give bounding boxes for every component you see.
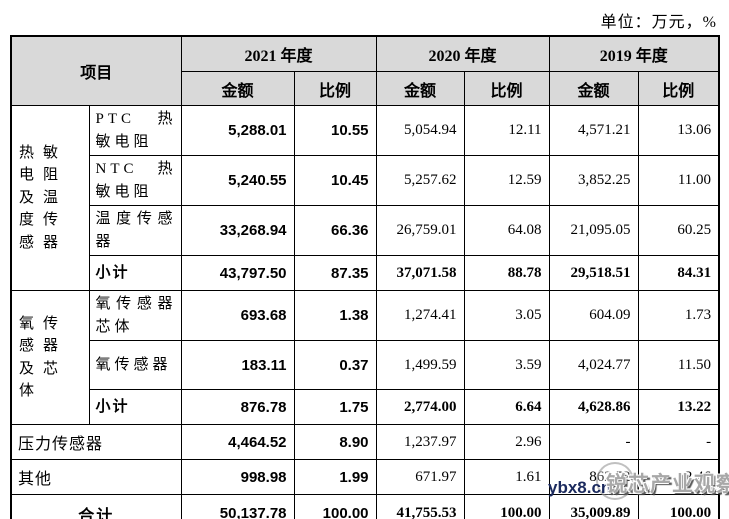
item-label: 其他 [10, 459, 182, 495]
table-row: 氧传感器及芯体 氧传感器芯体 693.68 1.38 1,274.41 3.05… [10, 290, 720, 425]
amount-2020: 671.97 [375, 459, 465, 495]
ratio-2020: 12.11 [463, 105, 550, 156]
amount-2021: 50,137.78 [180, 494, 295, 519]
table-row: NTC 热敏电阻 5,240.55 10.45 5,257.62 12.59 3… [11, 155, 720, 206]
table-row: 热敏电阻及温度传感器 PTC 热敏电阻 5,288.01 10.55 5,054… [10, 105, 720, 291]
amount-2019: 862.52 [548, 459, 639, 495]
header-ratio-2019: 比例 [637, 71, 720, 106]
ratio-2020: 2.96 [463, 424, 550, 460]
amount-2021: 33,268.94 [180, 205, 295, 256]
ratio-2019: 2.46 [637, 459, 720, 495]
ratio-2020: 1.61 [463, 459, 550, 495]
amount-2019: - [548, 424, 639, 460]
subtotal-label: 小计 [88, 389, 182, 425]
ratio-2020: 3.59 [463, 340, 550, 390]
amount-2020: 2,774.00 [375, 389, 465, 425]
header-ratio-2021: 比例 [293, 71, 377, 106]
total-label: 合计 [10, 494, 182, 519]
header-year-2021: 2021 年度 [180, 35, 377, 72]
ratio-2021: 10.55 [293, 105, 377, 156]
unit-note: 单位：万元，% [600, 14, 717, 31]
amount-2019: 35,009.89 [548, 494, 639, 519]
amount-2021: 5,240.55 [180, 155, 295, 206]
ratio-2019: - [637, 424, 720, 460]
amount-2021: 183.11 [180, 340, 295, 390]
header-amount-2020: 金额 [375, 71, 465, 106]
amount-2020: 5,257.62 [375, 155, 465, 206]
ratio-2021: 1.99 [293, 459, 377, 495]
ratio-2019: 11.00 [637, 155, 720, 206]
ratio-2020: 12.59 [463, 155, 550, 206]
ratio-2021: 10.45 [293, 155, 377, 206]
header-year-2019: 2019 年度 [548, 35, 720, 72]
amount-2019: 29,518.51 [548, 255, 639, 291]
table-row: 其他 998.98 1.99 671.97 1.61 862.52 2.46 [10, 459, 720, 495]
table-row: 氧传感器 183.11 0.37 1,499.59 3.59 4,024.77 … [11, 340, 720, 390]
ratio-2020: 100.00 [463, 494, 550, 519]
amount-2020: 1,499.59 [375, 340, 465, 390]
amount-2019: 4,571.21 [548, 105, 639, 156]
amount-2019: 604.09 [548, 290, 639, 341]
item-label: 氧传感器芯体 [88, 290, 182, 341]
item-label: 温度传感器 [88, 205, 182, 256]
ratio-2020: 3.05 [463, 290, 550, 341]
ratio-2020: 6.64 [463, 389, 550, 425]
ratio-2021: 66.36 [293, 205, 377, 256]
amount-2020: 1,274.41 [375, 290, 465, 341]
ratio-2020: 88.78 [463, 255, 550, 291]
ratio-2019: 13.06 [637, 105, 720, 156]
ratio-2021: 1.38 [293, 290, 377, 341]
ratio-2019: 1.73 [637, 290, 720, 341]
item-label: 氧传感器 [88, 340, 182, 390]
table-row: 温度传感器 33,268.94 66.36 26,759.01 64.08 21… [11, 205, 720, 256]
ratio-2019: 84.31 [637, 255, 720, 291]
group-cell-thermistor: 热敏电阻及温度传感器 [10, 105, 90, 291]
revenue-breakdown-table: 项目 2021 年度 2020 年度 2019 年度 金额 比例 金额 比例 金… [10, 35, 721, 519]
header-item: 项目 [10, 35, 182, 106]
item-label: 压力传感器 [10, 424, 182, 460]
amount-2019: 4,628.86 [548, 389, 639, 425]
ratio-2021: 100.00 [293, 494, 377, 519]
header-ratio-2020: 比例 [463, 71, 550, 106]
ratio-2021: 1.75 [293, 389, 377, 425]
ratio-2019: 60.25 [637, 205, 720, 256]
amount-2020: 41,755.53 [375, 494, 465, 519]
ratio-2021: 8.90 [293, 424, 377, 460]
header-amount-2021: 金额 [180, 71, 295, 106]
amount-2021: 43,797.50 [180, 255, 295, 291]
ratio-2020: 64.08 [463, 205, 550, 256]
amount-2019: 21,095.05 [548, 205, 639, 256]
amount-2021: 998.98 [180, 459, 295, 495]
amount-2020: 37,071.58 [375, 255, 465, 291]
amount-2019: 4,024.77 [548, 340, 639, 390]
ratio-2019: 11.50 [637, 340, 720, 390]
amount-2021: 5,288.01 [180, 105, 295, 156]
header-amount-2019: 金额 [548, 71, 639, 106]
total-row: 合计 50,137.78 100.00 41,755.53 100.00 35,… [10, 494, 720, 519]
group-cell-oxygen: 氧传感器及芯体 [10, 290, 90, 425]
amount-2020: 1,237.97 [375, 424, 465, 460]
amount-2021: 4,464.52 [180, 424, 295, 460]
ratio-2021: 0.37 [293, 340, 377, 390]
ratio-2019: 100.00 [637, 494, 720, 519]
item-label: NTC 热敏电阻 [88, 155, 182, 206]
amount-2021: 876.78 [180, 389, 295, 425]
ratio-2021: 87.35 [293, 255, 377, 291]
header-year-2020: 2020 年度 [375, 35, 550, 72]
subtotal-label: 小计 [88, 255, 182, 291]
amount-2020: 5,054.94 [375, 105, 465, 156]
subtotal-row: 小计 43,797.50 87.35 37,071.58 88.78 29,51… [11, 255, 720, 291]
subtotal-row: 小计 876.78 1.75 2,774.00 6.64 4,628.86 13… [11, 389, 720, 425]
amount-2021: 693.68 [180, 290, 295, 341]
amount-2019: 3,852.25 [548, 155, 639, 206]
item-label: PTC 热敏电阻 [88, 105, 182, 156]
amount-2020: 26,759.01 [375, 205, 465, 256]
ratio-2019: 13.22 [637, 389, 720, 425]
table-row: 压力传感器 4,464.52 8.90 1,237.97 2.96 - - [10, 424, 720, 460]
